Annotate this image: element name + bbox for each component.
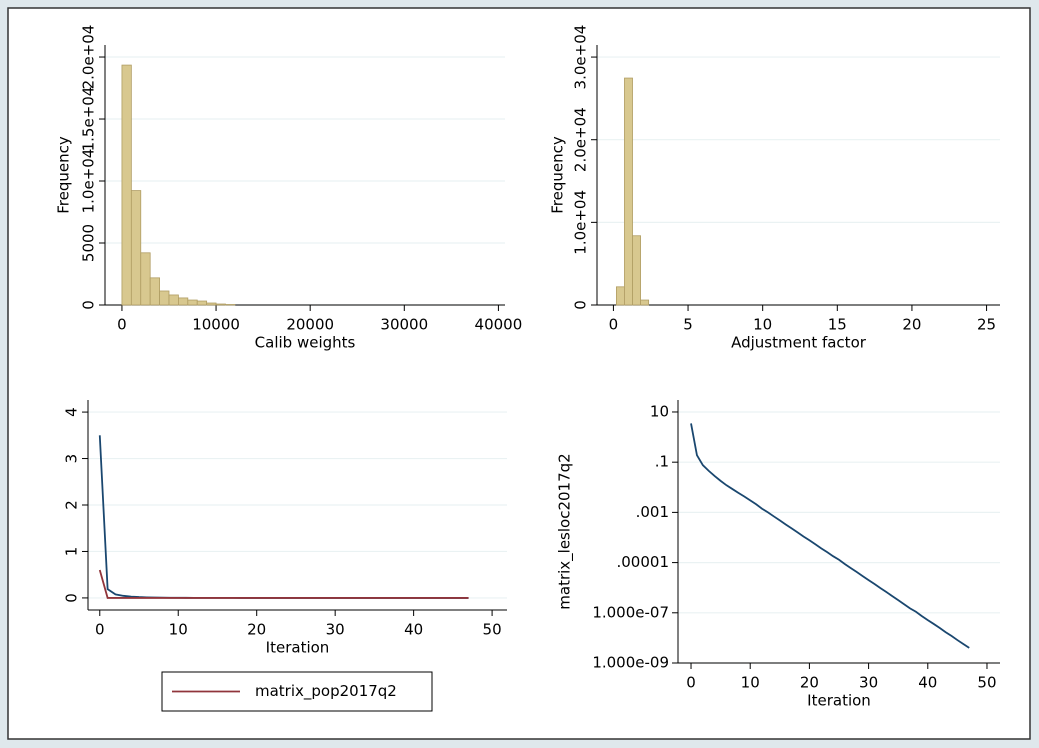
x-tick-label: 0: [609, 316, 619, 334]
legend-label: matrix_pop2017q2: [255, 682, 397, 701]
x-tick-label: 0: [95, 621, 105, 639]
x-axis-title: Adjustment factor: [731, 334, 867, 352]
y-tick-label: 0: [63, 593, 81, 603]
x-tick-label: 20: [902, 316, 921, 334]
y-axis-title: matrix_lesloc2017q2: [556, 453, 575, 609]
x-tick-label: 10: [741, 674, 760, 692]
y-tick-label: 5000: [80, 224, 98, 262]
bar: [140, 252, 151, 306]
y-tick-label: 1.000e-09: [592, 654, 669, 672]
x-tick-label: 20: [800, 674, 819, 692]
y-axis-title: Frequency: [549, 136, 567, 214]
x-tick-label: 30000: [380, 316, 428, 334]
x-tick-label: 40: [918, 674, 937, 692]
x-tick-label: 50: [977, 674, 996, 692]
x-tick-label: 30: [326, 621, 345, 639]
x-tick-label: 0: [117, 316, 127, 334]
y-tick-label: 4: [63, 407, 81, 417]
line-series: [98, 569, 469, 599]
x-tick-label: 10000: [192, 316, 240, 334]
x-axis-title: Iteration: [266, 639, 330, 657]
bar: [130, 190, 142, 306]
y-tick-label: 3.0e+04: [572, 25, 590, 90]
bar: [196, 300, 208, 306]
bar: [616, 286, 625, 306]
x-tick-label: 5: [683, 316, 693, 334]
bar: [159, 290, 170, 306]
x-tick-label: 15: [828, 316, 847, 334]
x-tick-label: 10: [169, 621, 188, 639]
bar: [640, 299, 650, 306]
x-tick-label: 0: [686, 674, 696, 692]
y-tick-label: .001: [636, 503, 669, 521]
y-tick-label: 10: [650, 402, 669, 420]
y-tick-label: 3: [63, 454, 81, 464]
bar: [632, 235, 641, 306]
x-axis-title: Calib weights: [255, 334, 356, 352]
y-tick-label: .00001: [617, 553, 670, 571]
y-tick-label: 2.0e+04: [80, 25, 98, 90]
y-tick-label: 1.0e+04: [80, 149, 98, 214]
y-tick-label: 2.0e+04: [572, 107, 590, 172]
bar: [206, 302, 217, 306]
x-tick-label: 30: [859, 674, 878, 692]
y-tick-label: 1.000e-07: [592, 603, 669, 621]
y-axis-title: Frequency: [55, 136, 73, 214]
x-tick-label: 20: [247, 621, 266, 639]
bar: [624, 77, 633, 306]
x-tick-label: 50: [483, 621, 502, 639]
y-tick-label: 1.0e+04: [572, 190, 590, 255]
bar: [215, 303, 226, 306]
y-tick-label: 2: [63, 500, 81, 510]
y-tick-label: .1: [655, 453, 669, 471]
x-tick-label: 40000: [475, 316, 523, 334]
y-tick-label: 1: [63, 547, 81, 557]
y-tick-label: 0: [80, 300, 98, 310]
y-tick-label: 0: [572, 300, 590, 310]
x-tick-label: 25: [977, 316, 996, 334]
line-series: [690, 423, 970, 649]
y-tick-label: 1.5e+04: [80, 87, 98, 152]
bar: [178, 297, 189, 306]
bar: [168, 294, 179, 306]
bar: [187, 299, 198, 306]
bar: [149, 277, 160, 306]
graph-frame: [7, 7, 1031, 740]
x-tick-label: 40: [404, 621, 423, 639]
x-tick-label: 10: [753, 316, 772, 334]
x-axis-title: Iteration: [807, 692, 871, 710]
bar: [121, 64, 132, 306]
x-tick-label: 20000: [286, 316, 334, 334]
